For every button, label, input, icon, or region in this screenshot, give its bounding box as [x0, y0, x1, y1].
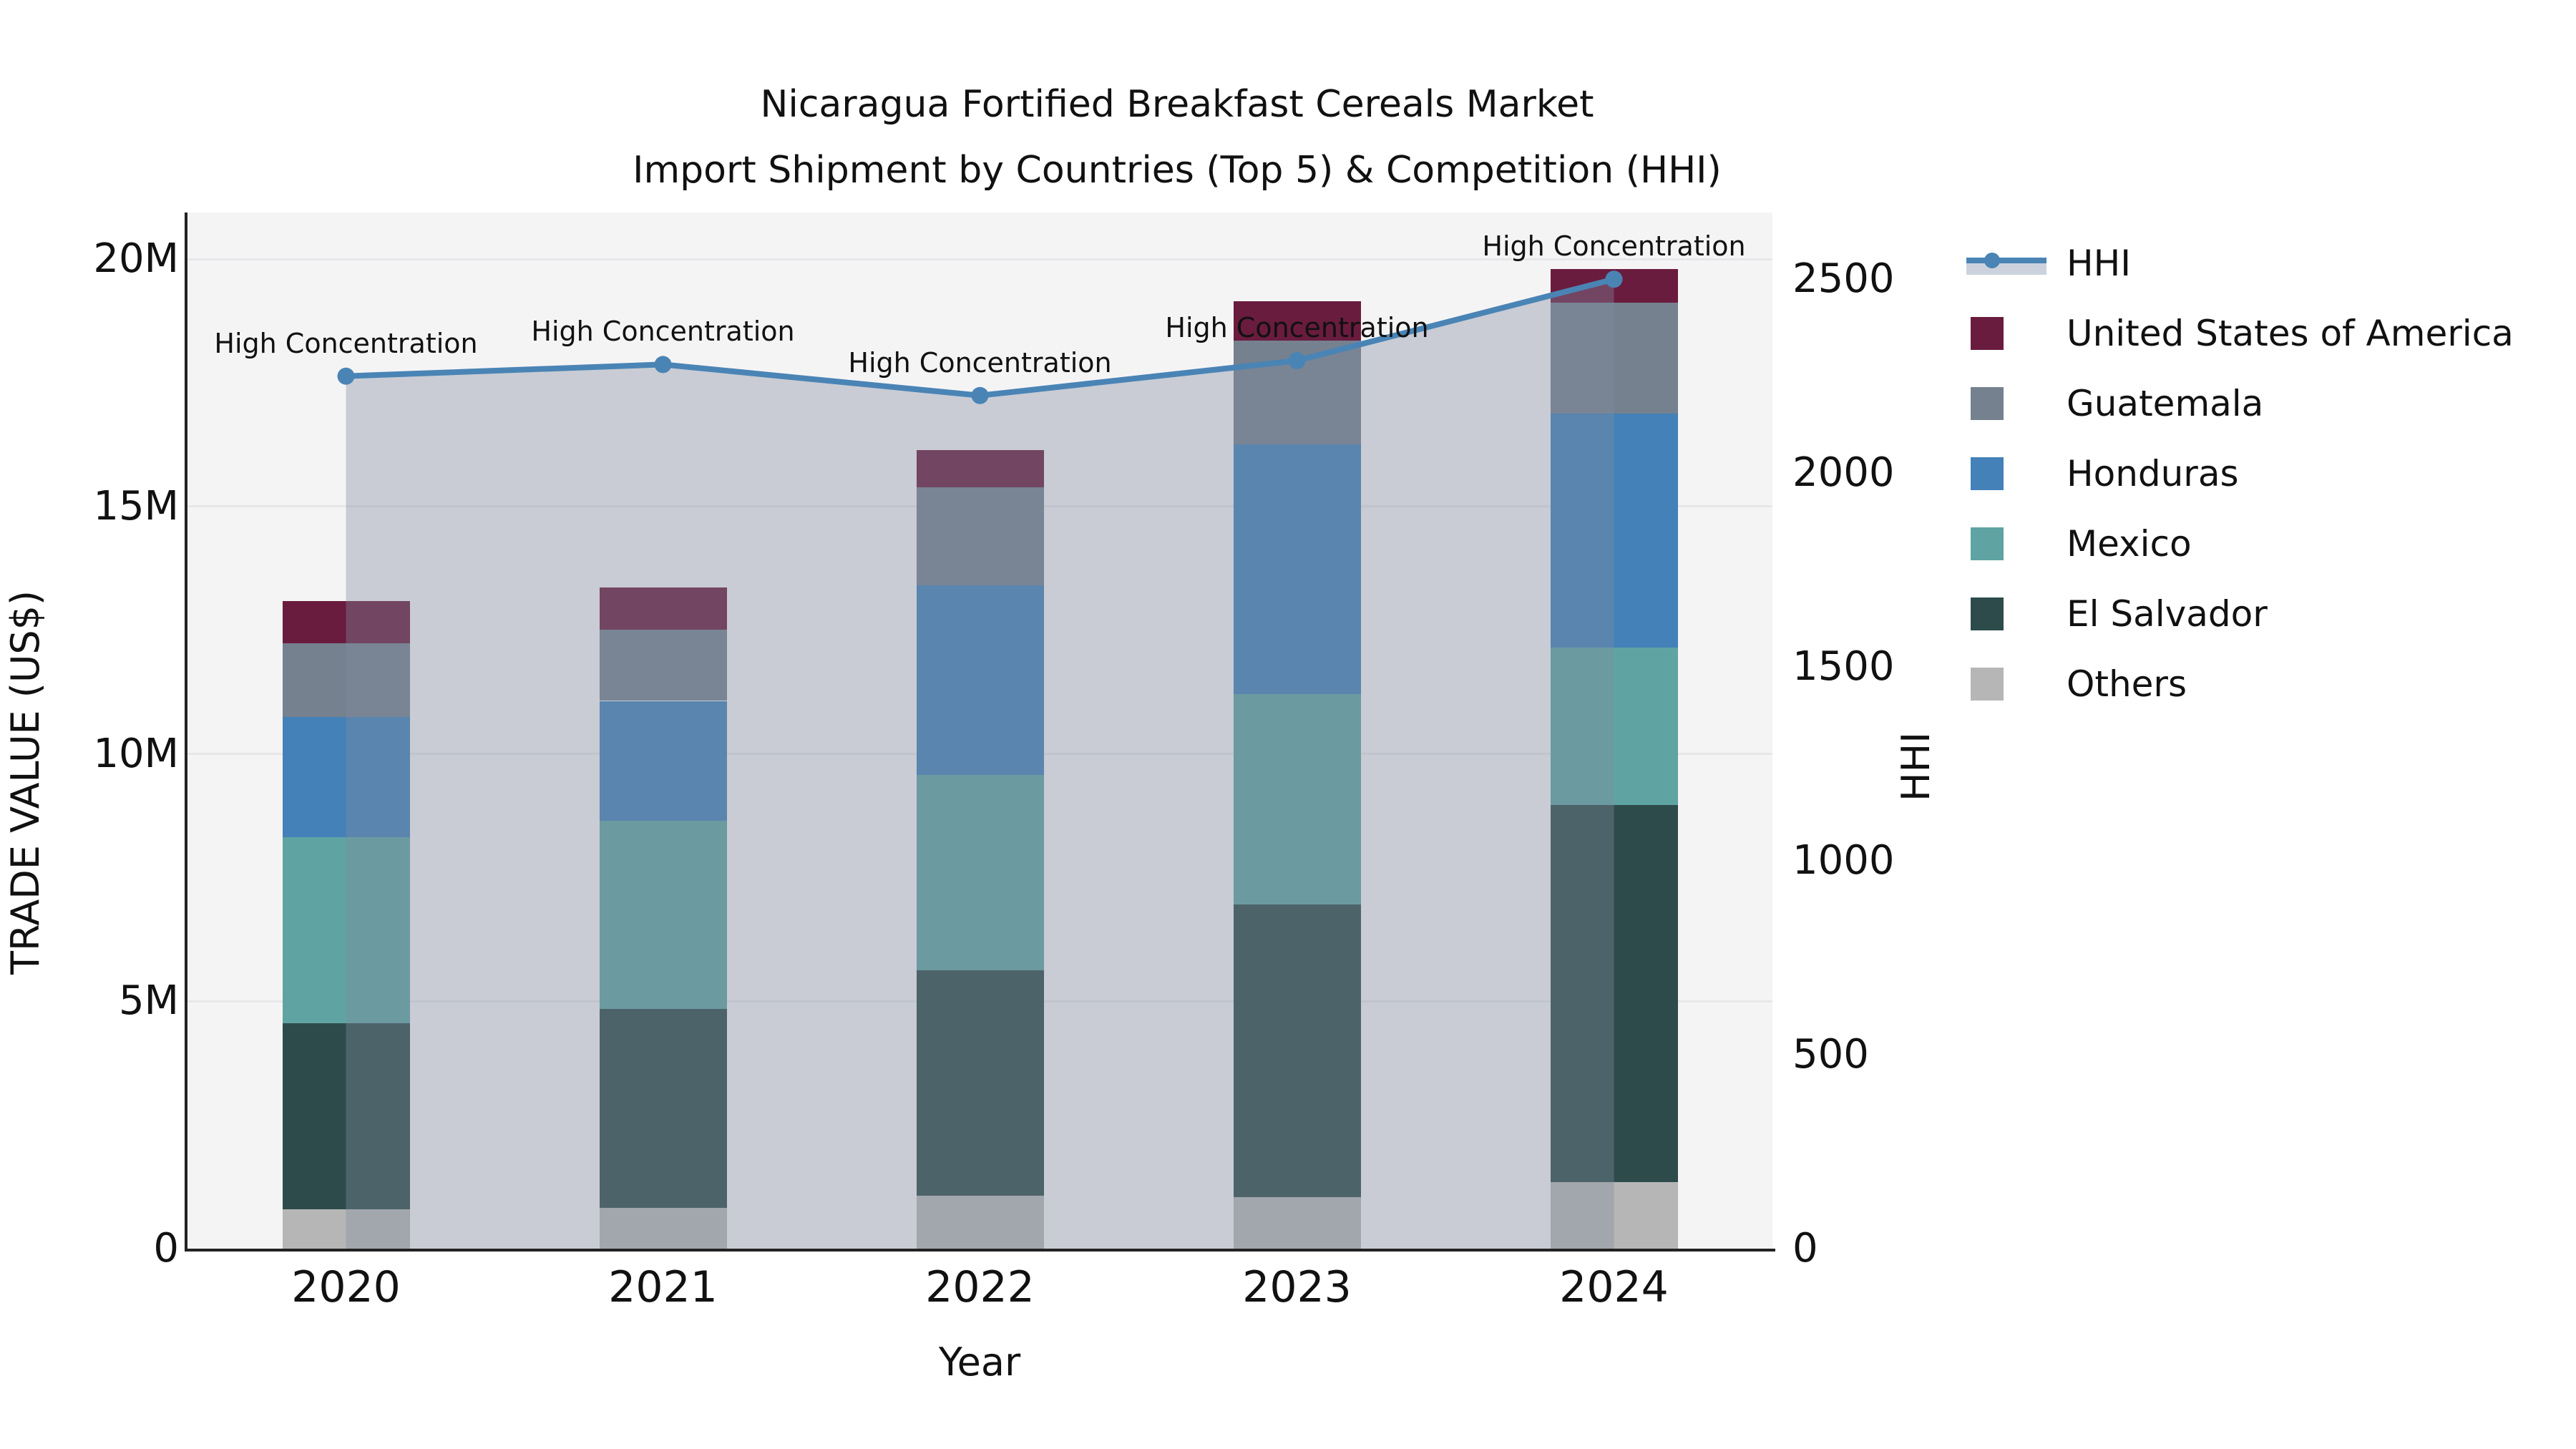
y-left-tick-10M: 10M — [93, 730, 179, 777]
y-left-tick-15M: 15M — [93, 482, 179, 530]
x-tick-2020: 2020 — [291, 1262, 401, 1312]
legend-item-others: Others — [1966, 663, 2575, 706]
legend-swatch-united-states-of-america — [1971, 317, 2004, 350]
annotation-2024: High Concentration — [1482, 230, 1746, 263]
y-right-tick-2500: 2500 — [1792, 255, 1895, 303]
legend-item-el-salvador: El Salvador — [1966, 592, 2575, 635]
legend-swatch-others — [1971, 668, 2004, 701]
gridline-20M — [187, 258, 1772, 260]
annotation-2022: High Concentration — [848, 346, 1112, 379]
x-tick-2024: 2024 — [1559, 1262, 1669, 1312]
hhi-marker-2023 — [1288, 352, 1306, 370]
x-axis-spine — [185, 1249, 1775, 1252]
legend-label-honduras: Honduras — [2067, 453, 2239, 494]
y-axis-spine — [185, 213, 187, 1252]
chart-title: Nicaragua Fortified Breakfast Cereals Ma… — [247, 72, 2107, 203]
legend-label-others: Others — [2067, 663, 2187, 705]
y-right-tick-1500: 1500 — [1792, 643, 1895, 691]
bar-segment-2021-others — [599, 1208, 727, 1249]
hhi-marker-2024 — [1605, 270, 1623, 288]
x-tick-2022: 2022 — [925, 1262, 1035, 1312]
legend-label-mexico: Mexico — [2067, 523, 2192, 565]
y-left-tick-20M: 20M — [93, 235, 179, 282]
bar-segment-2022-united-states-of-america — [916, 449, 1044, 488]
legend-swatch-el-salvador — [1971, 597, 2004, 630]
legend-item-hhi: HHI — [1966, 242, 2575, 285]
bar-segment-2021-el-salvador — [599, 1009, 727, 1209]
y-right-tick-0: 0 — [1792, 1225, 1818, 1272]
legend-item-mexico: Mexico — [1966, 522, 2575, 565]
hhi-line-chart — [337, 270, 1623, 1249]
bar-segment-2020-united-states-of-america — [282, 600, 410, 643]
plot-area — [187, 213, 1772, 1249]
bar-segment-2023-el-salvador — [1233, 904, 1361, 1198]
bar-segment-2020-honduras — [282, 717, 410, 837]
x-axis-title: Year — [938, 1340, 1021, 1385]
y-axis-left-title: TRADE VALUE (US$) — [3, 590, 48, 975]
y-right-tick-1000: 1000 — [1792, 837, 1895, 884]
bar-segment-2023-mexico — [1233, 693, 1361, 905]
bar-segment-2022-honduras — [916, 585, 1044, 776]
bar-segment-2021-guatemala — [599, 629, 727, 701]
bar-segment-2021-honduras — [599, 701, 727, 821]
annotation-2020: High Concentration — [214, 327, 478, 359]
annotation-2023: High Concentration — [1165, 312, 1429, 343]
bar-segment-2022-guatemala — [916, 487, 1044, 586]
bar-segment-2020-el-salvador — [282, 1023, 410, 1210]
legend-swatch-mexico — [1971, 527, 2004, 560]
bar-segment-2023-others — [1233, 1197, 1361, 1249]
y-right-tick-500: 500 — [1792, 1031, 1869, 1078]
bar-segment-2024-honduras — [1550, 414, 1678, 648]
y-left-tick-5M: 5M — [119, 977, 179, 1025]
chart-title-line1: Nicaragua Fortified Breakfast Cereals Ma… — [760, 83, 1594, 126]
hhi-marker-2022 — [971, 386, 989, 404]
bar-segment-2021-mexico — [599, 820, 727, 1010]
bar-segment-2024-el-salvador — [1550, 804, 1678, 1182]
bar-segment-2021-united-states-of-america — [599, 587, 727, 630]
y-axis-right-title: HHI — [1893, 731, 1938, 801]
bar-segment-2023-united-states-of-america — [1233, 301, 1361, 341]
chart-title-line2: Import Shipment by Countries (Top 5) & C… — [633, 149, 1722, 192]
legend-label-guatemala: Guatemala — [2067, 383, 2264, 424]
legend-item-united-states-of-america: United States of America — [1966, 312, 2575, 355]
bar-segment-2020-mexico — [282, 836, 410, 1024]
legend-label-el-salvador: El Salvador — [2067, 593, 2268, 635]
y-right-tick-2000: 2000 — [1792, 449, 1895, 497]
bar-segment-2023-honduras — [1233, 444, 1361, 694]
y-left-tick-0: 0 — [153, 1225, 179, 1272]
bar-segment-2022-mexico — [916, 775, 1044, 970]
bar-segment-2024-guatemala — [1550, 302, 1678, 414]
bar-segment-2024-others — [1550, 1181, 1678, 1249]
legend-swatch-guatemala — [1971, 387, 2004, 420]
bar-segment-2022-el-salvador — [916, 970, 1044, 1196]
legend-label-hhi: HHI — [2067, 243, 2131, 284]
hhi-marker-2021 — [654, 356, 672, 374]
bar-segment-2020-guatemala — [282, 643, 410, 718]
hhi-area-fill — [346, 279, 1614, 1249]
annotation-2021: High Concentration — [531, 316, 795, 348]
hhi-marker-2020 — [337, 367, 355, 385]
legend-label-united-states-of-america: United States of America — [2067, 313, 2514, 354]
x-tick-2021: 2021 — [608, 1262, 718, 1312]
legend-swatch-honduras — [1971, 457, 2004, 490]
bar-segment-2022-others — [916, 1196, 1044, 1249]
bar-segment-2020-others — [282, 1209, 410, 1249]
x-tick-2023: 2023 — [1242, 1262, 1352, 1312]
bar-segment-2024-mexico — [1550, 647, 1678, 805]
legend-item-honduras: Honduras — [1966, 452, 2575, 495]
legend-item-guatemala: Guatemala — [1966, 382, 2575, 425]
hhi-legend-icon — [1966, 252, 2046, 276]
